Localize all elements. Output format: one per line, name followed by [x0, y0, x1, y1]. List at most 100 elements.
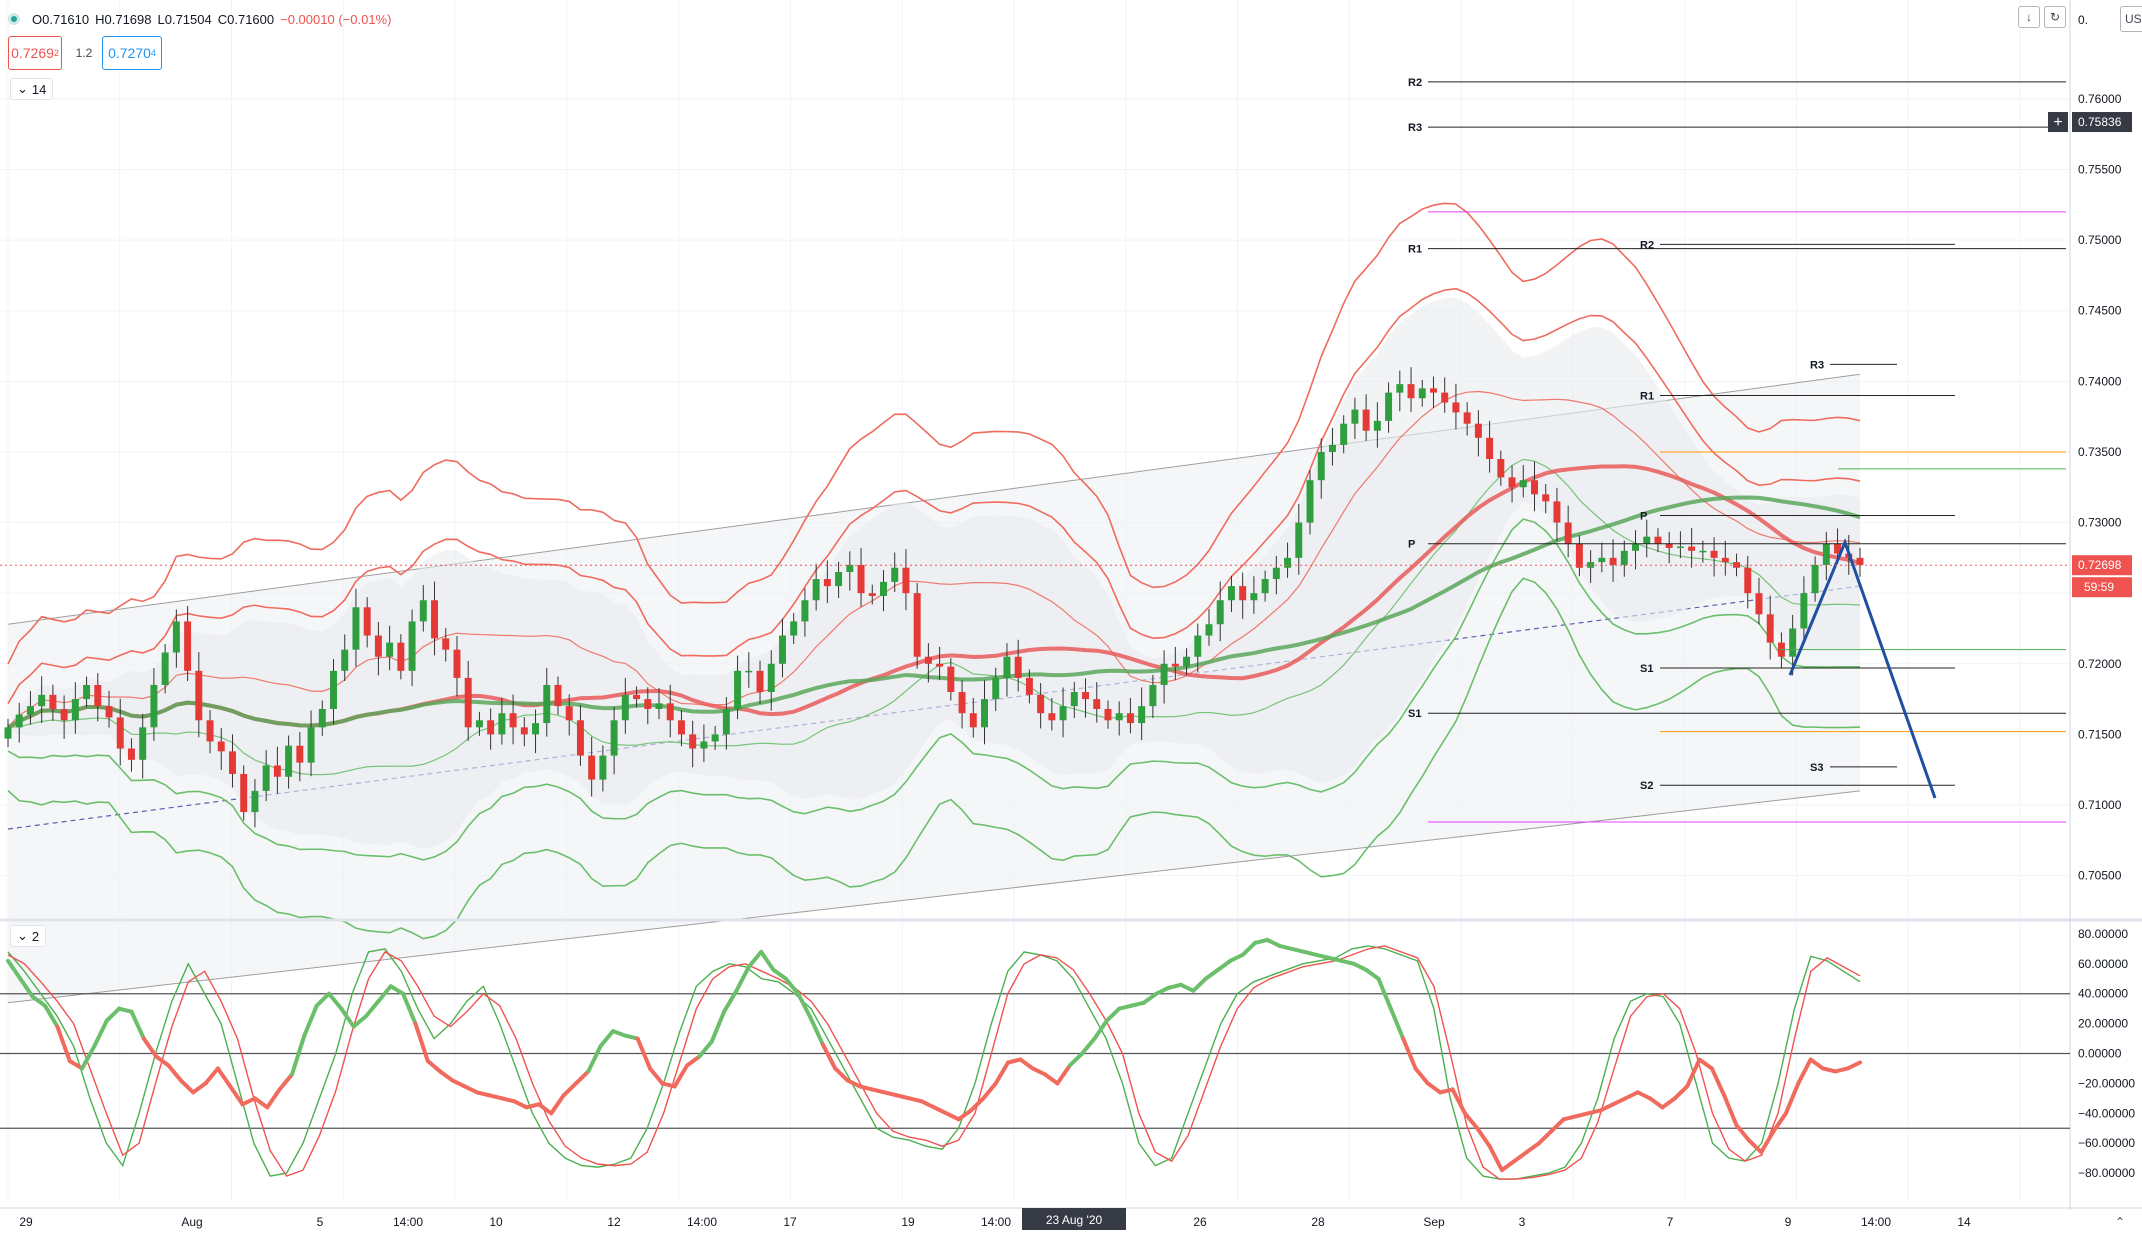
candle-body[interactable]	[1620, 550, 1628, 565]
candle-body[interactable]	[1418, 388, 1426, 399]
candle-body[interactable]	[1643, 536, 1651, 544]
candle-body[interactable]	[734, 670, 742, 709]
candle-body[interactable]	[1665, 543, 1673, 548]
candle-body[interactable]	[498, 713, 506, 735]
candle-body[interactable]	[846, 564, 854, 572]
candle-body[interactable]	[4, 727, 12, 739]
candle-body[interactable]	[1306, 480, 1314, 523]
candle-body[interactable]	[1744, 567, 1752, 594]
candle-body[interactable]	[1834, 543, 1842, 554]
candle-body[interactable]	[1654, 536, 1662, 544]
candle-body[interactable]	[969, 713, 977, 728]
candle-body[interactable]	[1463, 412, 1471, 424]
candle-body[interactable]	[1183, 656, 1191, 667]
candle-body[interactable]	[576, 720, 584, 756]
candle-body[interactable]	[565, 706, 573, 721]
candle-body[interactable]	[307, 727, 315, 763]
candle-body[interactable]	[880, 581, 887, 596]
candle-body[interactable]	[374, 635, 382, 657]
candle-body[interactable]	[431, 600, 439, 639]
currency-button[interactable]: USD	[2120, 6, 2142, 32]
candle-body[interactable]	[1486, 437, 1494, 459]
candle-body[interactable]	[532, 723, 540, 735]
candle-body[interactable]	[1800, 593, 1808, 629]
candle-body[interactable]	[1688, 546, 1696, 551]
candle-body[interactable]	[60, 708, 68, 721]
candle-body[interactable]	[1856, 557, 1864, 565]
candle-body[interactable]	[363, 607, 371, 636]
candle-body[interactable]	[936, 663, 944, 667]
candle-body[interactable]	[677, 720, 685, 735]
candle-body[interactable]	[296, 745, 304, 763]
candle-body[interactable]	[1149, 684, 1157, 707]
candle-body[interactable]	[1755, 593, 1763, 615]
chevron-up-icon[interactable]: ⌃	[2114, 1215, 2126, 1229]
candle-body[interactable]	[554, 684, 562, 707]
candle-body[interactable]	[823, 579, 831, 587]
osc-pane-indicator-toggle[interactable]: ⌄ 2	[10, 925, 47, 947]
candle-body[interactable]	[1025, 677, 1033, 695]
candle-body[interactable]	[1474, 423, 1482, 438]
candle-body[interactable]	[1138, 706, 1146, 724]
candle-body[interactable]	[161, 652, 169, 685]
candle-body[interactable]	[139, 727, 147, 760]
candle-body[interactable]	[981, 699, 988, 728]
candle-body[interactable]	[1317, 451, 1325, 481]
candle-body[interactable]	[621, 694, 629, 721]
candle-body[interactable]	[386, 642, 394, 657]
candle-body[interactable]	[453, 649, 461, 678]
buy-button[interactable]: 0.7270 4	[102, 36, 162, 70]
candle-body[interactable]	[924, 656, 932, 664]
candle-body[interactable]	[1362, 409, 1370, 431]
candle-body[interactable]	[1407, 384, 1415, 399]
candle-body[interactable]	[330, 670, 337, 709]
candle-body[interactable]	[1429, 388, 1437, 393]
candle-body[interactable]	[1059, 706, 1067, 721]
candle-body[interactable]	[1497, 459, 1505, 478]
candle-body[interactable]	[700, 741, 708, 749]
candle-body[interactable]	[722, 708, 730, 735]
candle-body[interactable]	[543, 684, 551, 724]
candle-body[interactable]	[599, 755, 607, 780]
candle-body[interactable]	[1609, 557, 1617, 565]
candle-body[interactable]	[341, 649, 349, 671]
candle-body[interactable]	[1194, 635, 1202, 657]
candle-body[interactable]	[1699, 550, 1707, 553]
candle-body[interactable]	[251, 790, 259, 813]
candle-body[interactable]	[487, 720, 495, 735]
candle-body[interactable]	[285, 745, 293, 777]
candle-body[interactable]	[891, 567, 899, 582]
candle-body[interactable]	[745, 670, 753, 673]
candle-body[interactable]	[835, 571, 843, 587]
candle-body[interactable]	[947, 666, 955, 693]
candle-body[interactable]	[1115, 713, 1123, 721]
candle-body[interactable]	[105, 706, 113, 718]
candle-body[interactable]	[1014, 656, 1022, 678]
candle-body[interactable]	[1227, 586, 1235, 601]
refresh-icon[interactable]: ↻	[2044, 6, 2066, 28]
candle-body[interactable]	[1385, 392, 1393, 421]
candle-body[interactable]	[408, 621, 416, 671]
candle-body[interactable]	[1272, 567, 1280, 580]
candle-body[interactable]	[172, 621, 180, 653]
candle-body[interactable]	[588, 755, 596, 780]
main-pane-indicator-toggle[interactable]: ⌄ 14	[10, 78, 54, 100]
candle-body[interactable]	[1632, 543, 1639, 551]
candle-body[interactable]	[801, 600, 809, 622]
candle-body[interactable]	[262, 765, 270, 791]
candle-body[interactable]	[318, 708, 326, 728]
candle-body[interactable]	[1553, 501, 1561, 523]
candle-body[interactable]	[273, 765, 281, 777]
candle-body[interactable]	[1093, 699, 1101, 709]
candle-body[interactable]	[868, 593, 876, 596]
scroll-down-icon[interactable]: ↓	[2018, 6, 2040, 28]
candle-body[interactable]	[1205, 624, 1213, 636]
candle-body[interactable]	[1284, 557, 1292, 568]
candle-body[interactable]	[1351, 409, 1359, 424]
candle-body[interactable]	[442, 638, 450, 650]
candle-body[interactable]	[520, 727, 528, 735]
candle-body[interactable]	[767, 663, 775, 693]
candle-body[interactable]	[1070, 692, 1078, 707]
candle-body[interactable]	[1811, 564, 1819, 594]
